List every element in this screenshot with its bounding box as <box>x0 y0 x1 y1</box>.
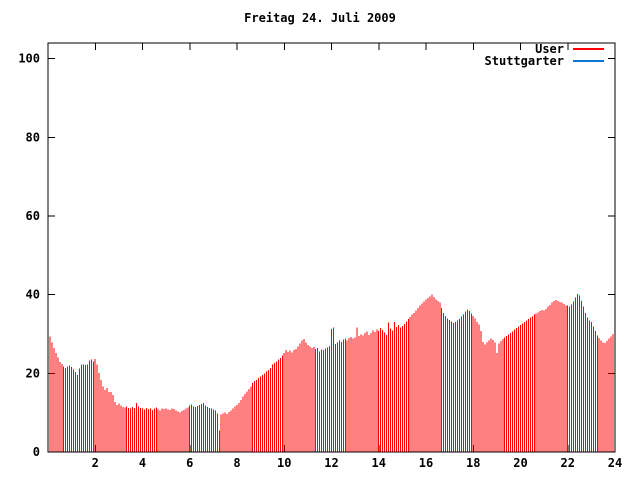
y-tick-label: 40 <box>26 288 40 302</box>
legend-label-user: User <box>535 42 564 56</box>
x-tick-label: 4 <box>139 456 146 470</box>
y-tick-label: 60 <box>26 209 40 223</box>
chart-title: Freitag 24. Juli 2009 <box>244 11 396 25</box>
x-tick-label: 8 <box>233 456 240 470</box>
plot-border <box>47 42 616 453</box>
x-tick-label: 12 <box>324 456 338 470</box>
x-tick-label: 22 <box>561 456 575 470</box>
y-tick-label: 100 <box>18 52 40 66</box>
x-tick-label: 2 <box>92 456 99 470</box>
x-tick-label: 10 <box>277 456 291 470</box>
legend: User Stuttgarter <box>485 42 604 68</box>
y-tick-label: 20 <box>26 366 40 380</box>
x-tick-label: 18 <box>466 456 480 470</box>
user-series-bars <box>49 293 616 452</box>
x-tick-label: 6 <box>186 456 193 470</box>
y-tick-label: 0 <box>33 445 40 459</box>
legend-label-stuttgarter: Stuttgarter <box>485 54 564 68</box>
x-tick-label: 16 <box>419 456 433 470</box>
x-tick-label: 14 <box>372 456 386 470</box>
y-tick-label: 80 <box>26 130 40 144</box>
x-tick-label: 24 <box>608 456 622 470</box>
x-tick-label: 20 <box>513 456 527 470</box>
